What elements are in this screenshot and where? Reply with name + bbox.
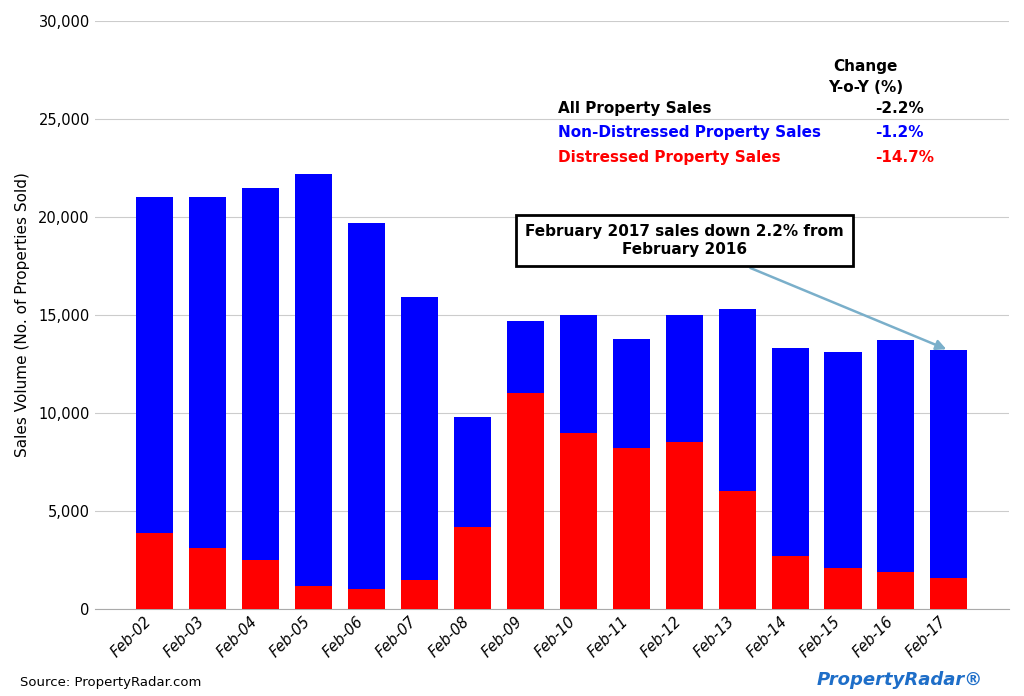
Bar (824, 352, 861, 568)
Bar (242, 560, 280, 609)
Bar (771, 348, 809, 556)
Bar (771, 556, 809, 609)
Bar (931, 578, 968, 609)
Bar (612, 338, 650, 448)
Text: Y-o-Y (%): Y-o-Y (%) (827, 80, 903, 95)
Text: February 2017 sales down 2.2% from
February 2016: February 2017 sales down 2.2% from Febru… (525, 224, 944, 349)
Bar (878, 572, 914, 609)
Bar (242, 188, 280, 560)
Bar (719, 491, 756, 609)
Bar (666, 443, 702, 609)
Bar (136, 532, 173, 609)
Text: Non-Distressed Property Sales: Non-Distressed Property Sales (558, 125, 821, 141)
Bar (401, 297, 438, 580)
Bar (507, 321, 544, 393)
Text: PropertyRadar®: PropertyRadar® (817, 671, 983, 689)
Bar (454, 527, 490, 609)
Bar (666, 315, 702, 443)
Y-axis label: Sales Volume (No. of Properties Sold): Sales Volume (No. of Properties Sold) (15, 173, 30, 457)
Text: -1.2%: -1.2% (876, 125, 924, 141)
Bar (931, 350, 968, 578)
Text: Distressed Property Sales: Distressed Property Sales (558, 150, 780, 165)
Bar (136, 198, 173, 532)
Bar (348, 223, 385, 590)
Bar (295, 174, 332, 585)
Bar (454, 417, 490, 527)
Text: All Property Sales: All Property Sales (558, 101, 712, 116)
Text: Source: PropertyRadar.com: Source: PropertyRadar.com (20, 676, 202, 689)
Bar (719, 309, 756, 491)
Bar (348, 590, 385, 609)
Bar (560, 315, 597, 433)
Bar (189, 198, 226, 548)
Text: -2.2%: -2.2% (876, 101, 925, 116)
Text: Change: Change (834, 59, 897, 74)
Bar (878, 340, 914, 572)
Bar (295, 585, 332, 609)
Bar (507, 393, 544, 609)
Bar (189, 548, 226, 609)
Text: -14.7%: -14.7% (876, 150, 935, 165)
Bar (560, 433, 597, 609)
Bar (612, 448, 650, 609)
Bar (401, 580, 438, 609)
Bar (824, 568, 861, 609)
